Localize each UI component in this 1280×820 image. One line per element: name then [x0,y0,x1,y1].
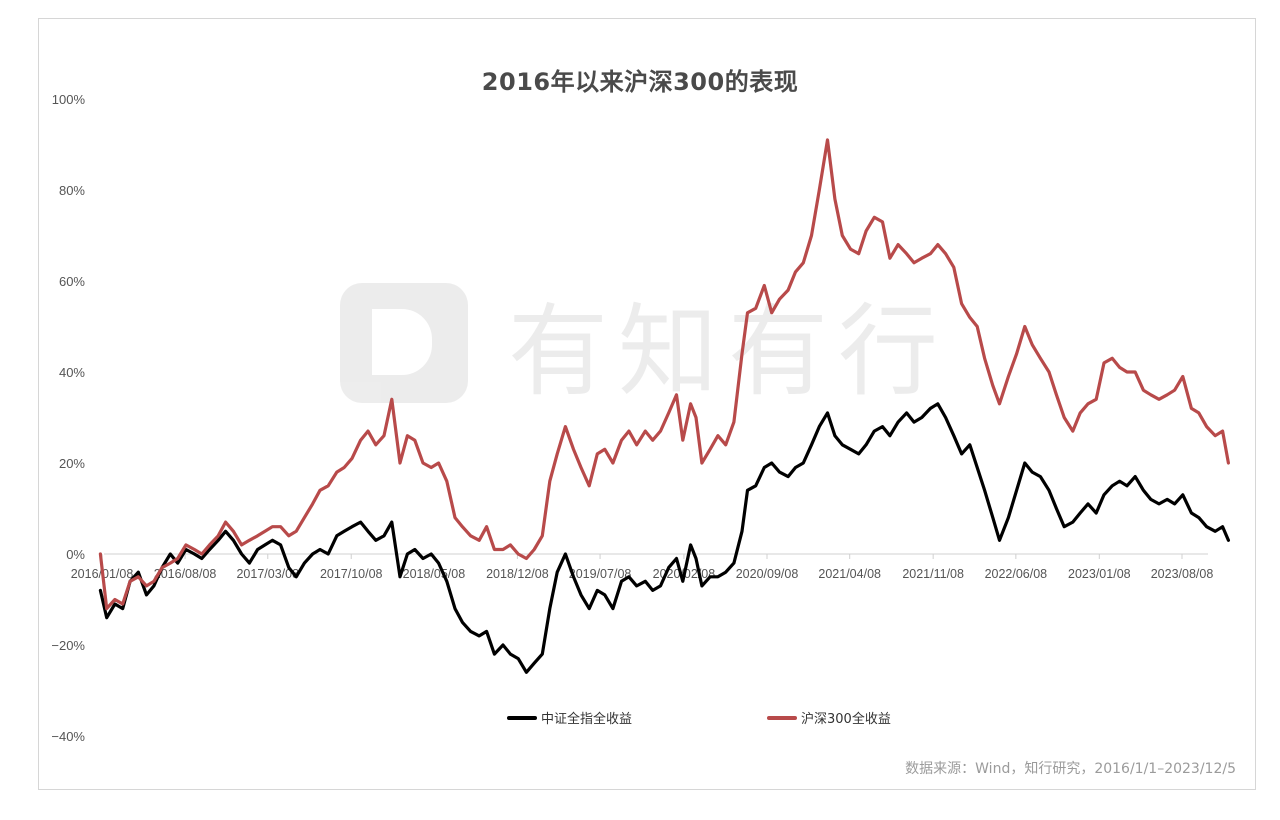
x-tick-label: 2018/05/08 [403,567,466,581]
y-tick-label: 0% [66,547,85,562]
y-tick-label: −40% [51,729,85,744]
series-line-1 [98,402,1230,674]
chart-frame [38,18,1256,790]
watermark-text: 有知有行 [508,293,948,410]
x-tick-label: 2019/07/08 [569,567,632,581]
x-tick-label: 2016/08/08 [154,567,217,581]
x-tick-label: 2020/09/08 [736,567,799,581]
x-tick-label: 2021/04/08 [818,567,881,581]
x-tick-label: 2021/11/08 [902,567,964,581]
legend-item-series-1: 中证全指全收益 [507,708,632,727]
legend-item-series-2: 沪深300全收益 [767,708,891,727]
x-tick-label: 2017/03/08 [236,567,299,581]
x-tick-label: 2023/08/08 [1151,567,1214,581]
source-note: 数据来源：Wind，知行研究，2016/1/1–2023/12/5 [905,761,1236,777]
legend-swatch-series-1 [507,715,537,720]
watermark-logo-icon [340,282,468,403]
legend-label-series-1: 中证全指全收益 [541,712,633,727]
x-tick-label: 2018/12/08 [486,567,549,581]
y-tick-label: −20% [51,638,85,653]
y-tick-label: 60% [59,274,85,289]
x-tick-label: 2017/10/08 [320,567,383,581]
x-tick-label: 2023/01/08 [1068,567,1131,581]
y-tick-label: 100% [52,92,86,107]
watermark: 有知有行 [340,270,948,415]
series-line-2 [98,138,1230,611]
legend-swatch-series-2 [767,715,797,720]
x-tick-label: 2022/06/08 [985,567,1048,581]
y-tick-label: 40% [59,365,85,380]
y-tick-label: 20% [59,456,85,471]
y-tick-label: 80% [59,183,85,198]
chart-title: 2016年以来沪深300的表现 [481,68,799,96]
legend: 中证全指全收益 沪深300全收益 [0,708,1280,728]
legend-label-series-2: 沪深300全收益 [801,712,891,727]
